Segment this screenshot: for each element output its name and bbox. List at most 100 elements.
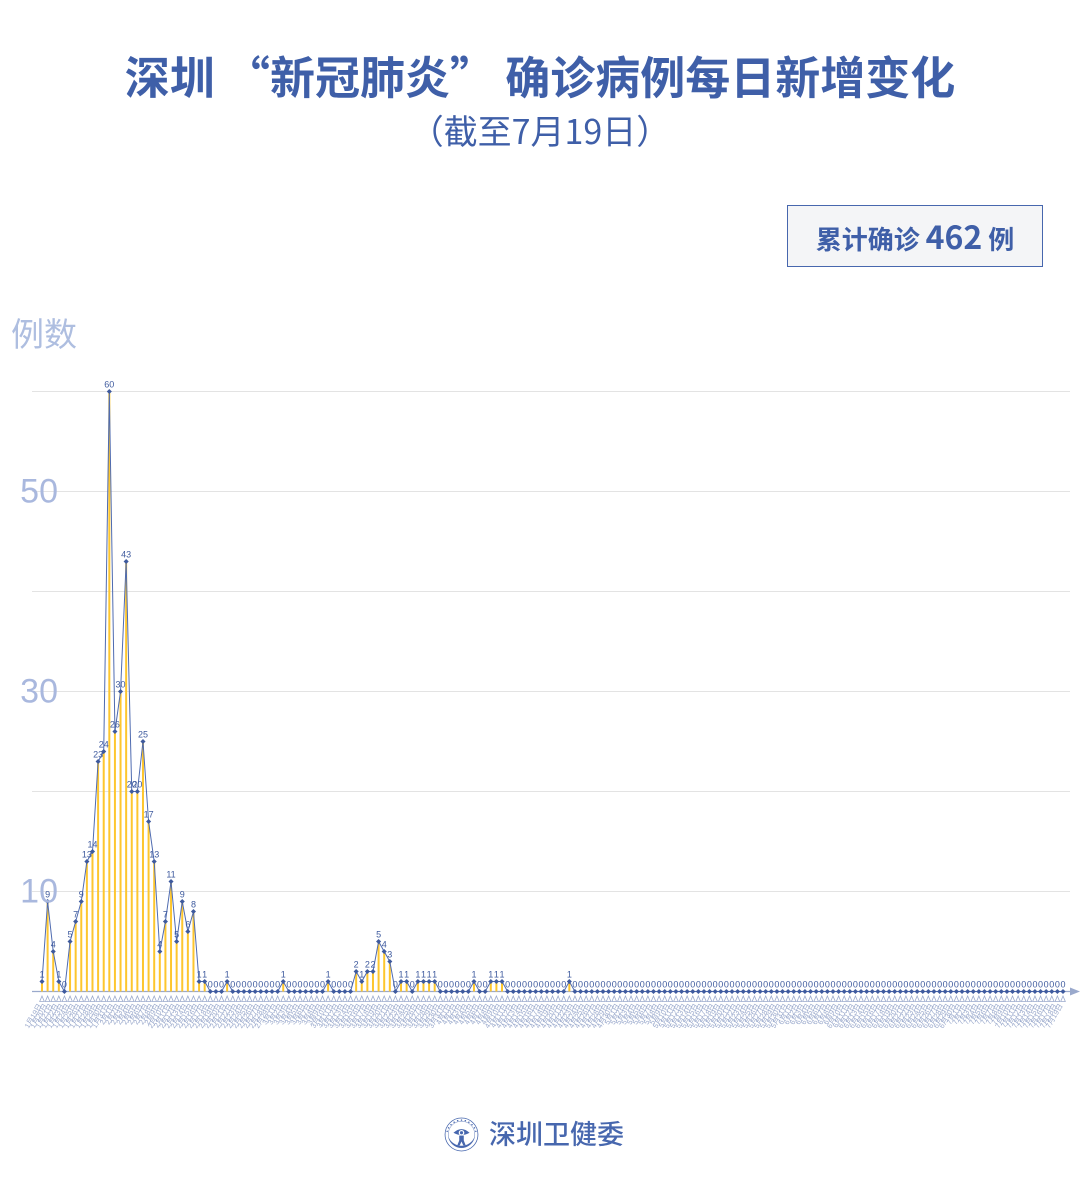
svg-text:43: 43: [121, 550, 131, 560]
svg-text:0: 0: [393, 980, 398, 990]
svg-text:0: 0: [612, 980, 617, 990]
svg-text:0: 0: [887, 980, 892, 990]
svg-text:6: 6: [185, 920, 190, 930]
svg-text:0: 0: [600, 980, 605, 990]
svg-text:1: 1: [488, 970, 493, 980]
svg-text:1: 1: [432, 970, 437, 980]
svg-text:0: 0: [1055, 980, 1060, 990]
svg-text:0: 0: [847, 980, 852, 990]
svg-text:0: 0: [999, 980, 1004, 990]
svg-text:0: 0: [668, 980, 673, 990]
svg-text:5: 5: [68, 930, 73, 940]
svg-text:0: 0: [561, 980, 566, 990]
svg-text:0: 0: [662, 980, 667, 990]
svg-text:0: 0: [253, 980, 258, 990]
svg-text:0: 0: [292, 980, 297, 990]
svg-text:0: 0: [763, 980, 768, 990]
svg-text:0: 0: [298, 980, 303, 990]
svg-text:0: 0: [1027, 980, 1032, 990]
svg-text:0: 0: [1038, 980, 1043, 990]
svg-text:0: 0: [954, 980, 959, 990]
svg-text:0: 0: [836, 980, 841, 990]
svg-text:0: 0: [971, 980, 976, 990]
svg-text:0: 0: [791, 980, 796, 990]
svg-text:0: 0: [774, 980, 779, 990]
svg-text:1: 1: [421, 970, 426, 980]
svg-text:0: 0: [746, 980, 751, 990]
svg-text:11: 11: [166, 870, 175, 880]
svg-text:0: 0: [903, 980, 908, 990]
svg-text:0: 0: [572, 980, 577, 990]
svg-text:1: 1: [39, 970, 44, 980]
svg-text:7: 7: [163, 910, 168, 920]
svg-text:0: 0: [976, 980, 981, 990]
svg-text:0: 0: [460, 980, 465, 990]
svg-text:0: 0: [247, 980, 252, 990]
svg-text:0: 0: [696, 980, 701, 990]
svg-text:2: 2: [365, 960, 370, 970]
svg-text:8: 8: [191, 900, 196, 910]
svg-text:1: 1: [399, 970, 404, 980]
svg-text:1: 1: [326, 970, 331, 980]
svg-text:0: 0: [438, 980, 443, 990]
svg-text:0: 0: [1032, 980, 1037, 990]
svg-text:0: 0: [522, 980, 527, 990]
svg-text:0: 0: [892, 980, 897, 990]
svg-text:0: 0: [814, 980, 819, 990]
svg-text:1: 1: [404, 970, 409, 980]
svg-text:7: 7: [73, 910, 78, 920]
svg-text:0: 0: [988, 980, 993, 990]
svg-text:9: 9: [79, 890, 84, 900]
svg-text:1: 1: [359, 970, 364, 980]
svg-text:0: 0: [701, 980, 706, 990]
svg-text:0: 0: [589, 980, 594, 990]
svg-text:0: 0: [62, 980, 67, 990]
svg-text:20: 20: [132, 780, 142, 790]
svg-text:0: 0: [808, 980, 813, 990]
svg-text:0: 0: [410, 980, 415, 990]
svg-text:14: 14: [87, 840, 97, 850]
svg-text:0: 0: [556, 980, 561, 990]
svg-text:0: 0: [645, 980, 650, 990]
svg-text:0: 0: [505, 980, 510, 990]
svg-text:0: 0: [651, 980, 656, 990]
svg-text:1: 1: [281, 970, 286, 980]
svg-text:0: 0: [241, 980, 246, 990]
svg-text:0: 0: [909, 980, 914, 990]
svg-text:9: 9: [180, 890, 185, 900]
svg-text:26: 26: [110, 720, 120, 730]
svg-text:0: 0: [533, 980, 538, 990]
svg-text:5: 5: [174, 930, 179, 940]
svg-text:1: 1: [415, 970, 420, 980]
svg-text:0: 0: [931, 980, 936, 990]
svg-text:0: 0: [859, 980, 864, 990]
svg-text:0: 0: [550, 980, 555, 990]
svg-text:0: 0: [230, 980, 235, 990]
svg-text:0: 0: [337, 980, 342, 990]
svg-text:0: 0: [270, 980, 275, 990]
svg-text:1: 1: [471, 970, 476, 980]
svg-text:0: 0: [685, 980, 690, 990]
svg-text:0: 0: [258, 980, 263, 990]
svg-text:0: 0: [657, 980, 662, 990]
svg-text:0: 0: [348, 980, 353, 990]
svg-text:0: 0: [1049, 980, 1054, 990]
svg-text:13: 13: [149, 850, 159, 860]
svg-text:0: 0: [819, 980, 824, 990]
svg-text:1: 1: [202, 970, 207, 980]
svg-text:50: 50: [20, 473, 58, 511]
svg-text:0: 0: [640, 980, 645, 990]
svg-text:0: 0: [926, 980, 931, 990]
svg-text:0: 0: [578, 980, 583, 990]
svg-text:0: 0: [449, 980, 454, 990]
svg-text:2: 2: [354, 960, 359, 970]
svg-text:0: 0: [320, 980, 325, 990]
svg-text:0: 0: [943, 980, 948, 990]
svg-text:0: 0: [309, 980, 314, 990]
svg-text:0: 0: [786, 980, 791, 990]
svg-text:0: 0: [314, 980, 319, 990]
svg-text:10: 10: [20, 873, 58, 911]
svg-text:0: 0: [741, 980, 746, 990]
svg-text:0: 0: [623, 980, 628, 990]
svg-text:0: 0: [606, 980, 611, 990]
